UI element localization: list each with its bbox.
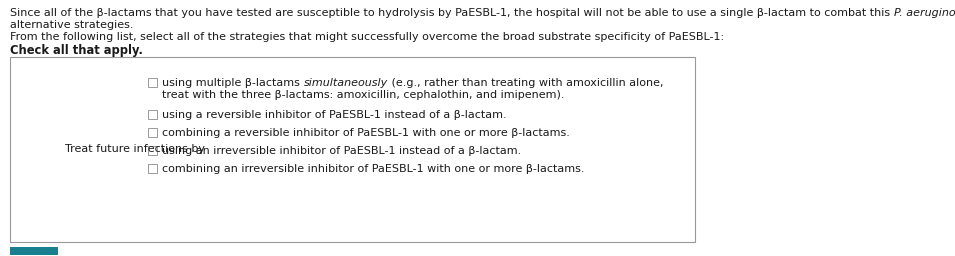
Text: Check all that apply.: Check all that apply.	[10, 44, 143, 57]
Text: combining an irreversible inhibitor of PaESBL-1 with one or more β-lactams.: combining an irreversible inhibitor of P…	[162, 164, 584, 174]
Bar	[10, 57, 695, 242]
Text: combining a reversible inhibitor of PaESBL-1 with one or more β-lactams.: combining a reversible inhibitor of PaES…	[162, 128, 570, 138]
Bar	[148, 110, 157, 119]
Text: From the following list, select all of the strategies that might successfully ov: From the following list, select all of t…	[10, 32, 724, 42]
Text: alternative strategies.: alternative strategies.	[10, 20, 134, 30]
Text: P. aeruginosa: P. aeruginosa	[894, 8, 955, 18]
Text: Since all of the β-lactams that you have tested are susceptible to hydrolysis by: Since all of the β-lactams that you have…	[10, 8, 894, 18]
Text: treat with the three β-lactams: amoxicillin, cephalothin, and imipenem).: treat with the three β-lactams: amoxicil…	[162, 90, 564, 100]
Text: Treat future infections by: Treat future infections by	[65, 144, 205, 155]
Text: using an irreversible inhibitor of PaESBL-1 instead of a β-lactam.: using an irreversible inhibitor of PaESB…	[162, 146, 521, 156]
Bar	[148, 164, 157, 173]
Text: using a reversible inhibitor of PaESBL-1 instead of a β-lactam.: using a reversible inhibitor of PaESBL-1…	[162, 110, 506, 120]
Text: (e.g., rather than treating with amoxicillin alone,: (e.g., rather than treating with amoxici…	[388, 78, 663, 88]
Text: simultaneously: simultaneously	[304, 78, 388, 88]
Text: using multiple β-lactams: using multiple β-lactams	[162, 78, 304, 88]
Bar	[148, 128, 157, 137]
Bar	[148, 78, 157, 87]
Bar	[148, 146, 157, 155]
Bar	[10, 247, 58, 255]
